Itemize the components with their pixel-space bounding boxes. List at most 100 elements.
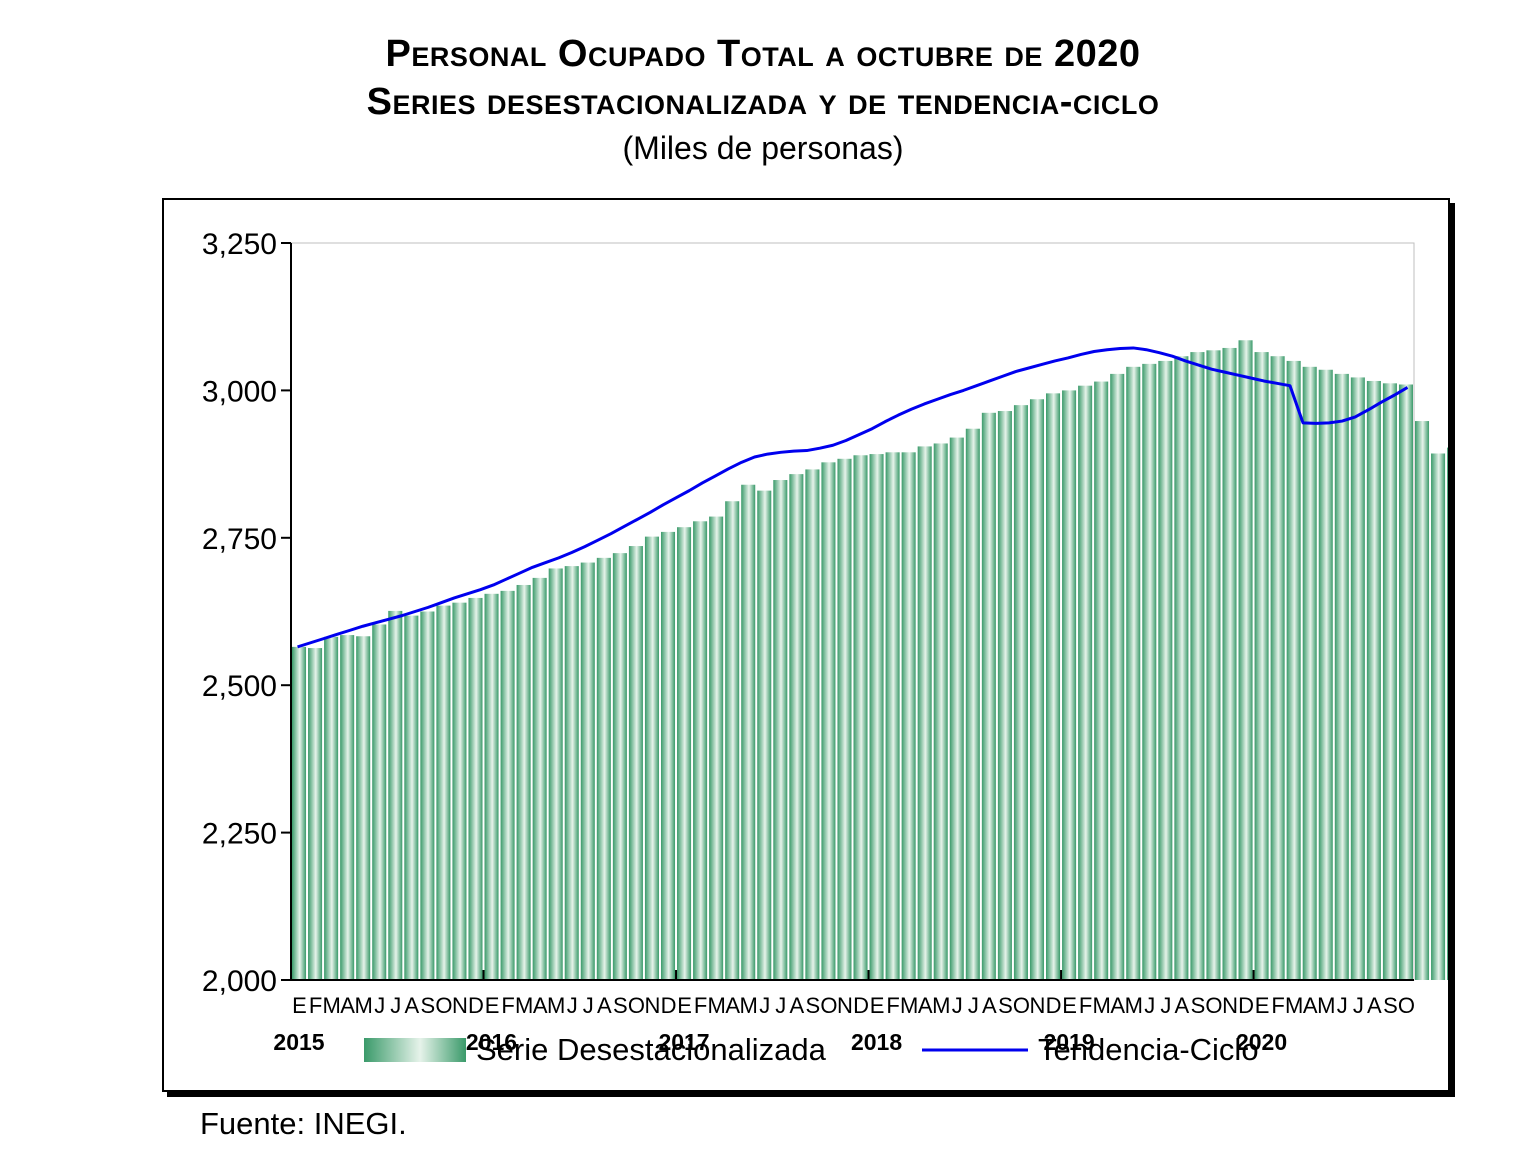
bar-mark: [644, 536, 659, 980]
bar-mark: [436, 605, 451, 980]
bar-mark: [324, 636, 339, 980]
bar-mark: [1013, 405, 1028, 980]
bar-mark: [1094, 381, 1109, 980]
x-month-label: S: [806, 993, 820, 1018]
bar-mark: [965, 428, 980, 981]
bar-mark: [372, 624, 387, 980]
x-month-label: J: [775, 993, 785, 1018]
bar-mark: [1286, 360, 1301, 980]
y-tick-label: 2,250: [202, 818, 277, 851]
x-month-label: F: [694, 993, 707, 1018]
x-year-label: 2018: [851, 1029, 902, 1055]
x-month-label: F: [1079, 993, 1092, 1018]
x-month-label: M: [547, 993, 564, 1018]
x-year-label: 2020: [1236, 1029, 1287, 1055]
bar-mark: [885, 452, 900, 980]
x-month-label: D: [468, 993, 483, 1018]
bar-mark: [693, 521, 708, 980]
bar-mark: [901, 452, 916, 980]
bar-mark: [1029, 399, 1045, 980]
x-month-label: A: [1303, 993, 1318, 1018]
x-month-label: E: [870, 993, 884, 1018]
chart-title: Personal Ocupado Total a octubre de 2020: [385, 33, 1141, 75]
x-month-label: F: [886, 993, 899, 1018]
bar-mark: [1334, 373, 1349, 980]
bar-mark: [420, 611, 435, 980]
bar-mark: [340, 635, 355, 980]
bar-mark: [516, 584, 531, 980]
bar-mark: [1366, 380, 1381, 981]
x-month-label: J: [583, 993, 593, 1018]
x-month-label: M: [1285, 993, 1302, 1018]
x-month-label: D: [1046, 993, 1061, 1018]
bar-mark: [949, 437, 964, 980]
bar-mark: [725, 501, 740, 980]
bar-mark: [1254, 352, 1269, 980]
x-month-label: N: [837, 993, 852, 1018]
bar-mark: [709, 516, 724, 980]
bar-mark: [1142, 363, 1157, 980]
x-month-label: J: [759, 993, 769, 1018]
x-month-label: S: [1191, 993, 1205, 1018]
x-month-label: O: [1398, 993, 1415, 1018]
x-month-label: E: [1255, 993, 1269, 1018]
bar-mark: [1447, 447, 1448, 981]
bar-mark: [1415, 421, 1430, 980]
x-month-label: S: [421, 993, 435, 1018]
x-month-label: N: [452, 993, 467, 1018]
bar-mark: [292, 646, 307, 980]
bar-mark: [821, 462, 836, 981]
x-month-label: D: [661, 993, 676, 1018]
x-month-label: J: [1160, 993, 1170, 1018]
bar-mark: [532, 577, 547, 980]
bar-mark: [468, 597, 483, 980]
x-month-label: N: [1222, 993, 1237, 1018]
bar-mark: [308, 648, 323, 980]
bar-mark: [1158, 360, 1173, 980]
bar-mark: [500, 590, 515, 980]
x-year-label: 2019: [1043, 1029, 1094, 1055]
x-month-label: F: [309, 993, 322, 1018]
bar-mark: [1318, 369, 1333, 980]
bar-mark: [1190, 352, 1205, 980]
bar-mark: [1222, 347, 1237, 980]
x-month-label: O: [628, 993, 645, 1018]
bar-mark: [404, 615, 419, 980]
x-month-label: J: [567, 993, 577, 1018]
x-month-label: A: [1175, 993, 1190, 1018]
bar-mark: [1062, 390, 1077, 980]
legend-bar-swatch: [364, 1038, 466, 1062]
x-month-label: F: [501, 993, 514, 1018]
x-month-label: M: [1092, 993, 1109, 1018]
bar-mark: [677, 527, 692, 980]
bar-mark: [1078, 385, 1093, 980]
x-month-label: J: [1337, 993, 1347, 1018]
bar-mark: [356, 636, 371, 980]
x-month-label: O: [1205, 993, 1222, 1018]
x-month-label: A: [340, 993, 355, 1018]
bar-mark: [805, 469, 820, 980]
bar-mark: [837, 458, 852, 980]
x-month-label: S: [998, 993, 1012, 1018]
bar-mark: [917, 446, 932, 980]
x-month-label: E: [677, 993, 691, 1018]
x-month-label: J: [1144, 993, 1154, 1018]
bar-mark: [1206, 350, 1221, 980]
bar-mark: [1398, 384, 1413, 980]
bar-mark: [1350, 377, 1365, 980]
chart-units: (Miles de personas): [622, 130, 904, 166]
bar-mark: [580, 562, 595, 980]
x-month-label: J: [374, 993, 384, 1018]
x-month-label: S: [1383, 993, 1397, 1018]
bar-mark: [853, 455, 868, 980]
x-month-label: A: [404, 993, 419, 1018]
legend-line-label: Tendencia-Ciclo: [1038, 1032, 1259, 1067]
bar-mark: [1126, 366, 1141, 980]
x-month-label: M: [1317, 993, 1334, 1018]
chart-frame: 2,000 2,250 2,500 2,750 3,000 3,250 E F M A M J J A S O…: [162, 198, 1450, 1092]
x-month-label: E: [485, 993, 499, 1018]
x-month-label: J: [1353, 993, 1363, 1018]
x-month-label: A: [533, 993, 548, 1018]
x-month-label: M: [355, 993, 372, 1018]
